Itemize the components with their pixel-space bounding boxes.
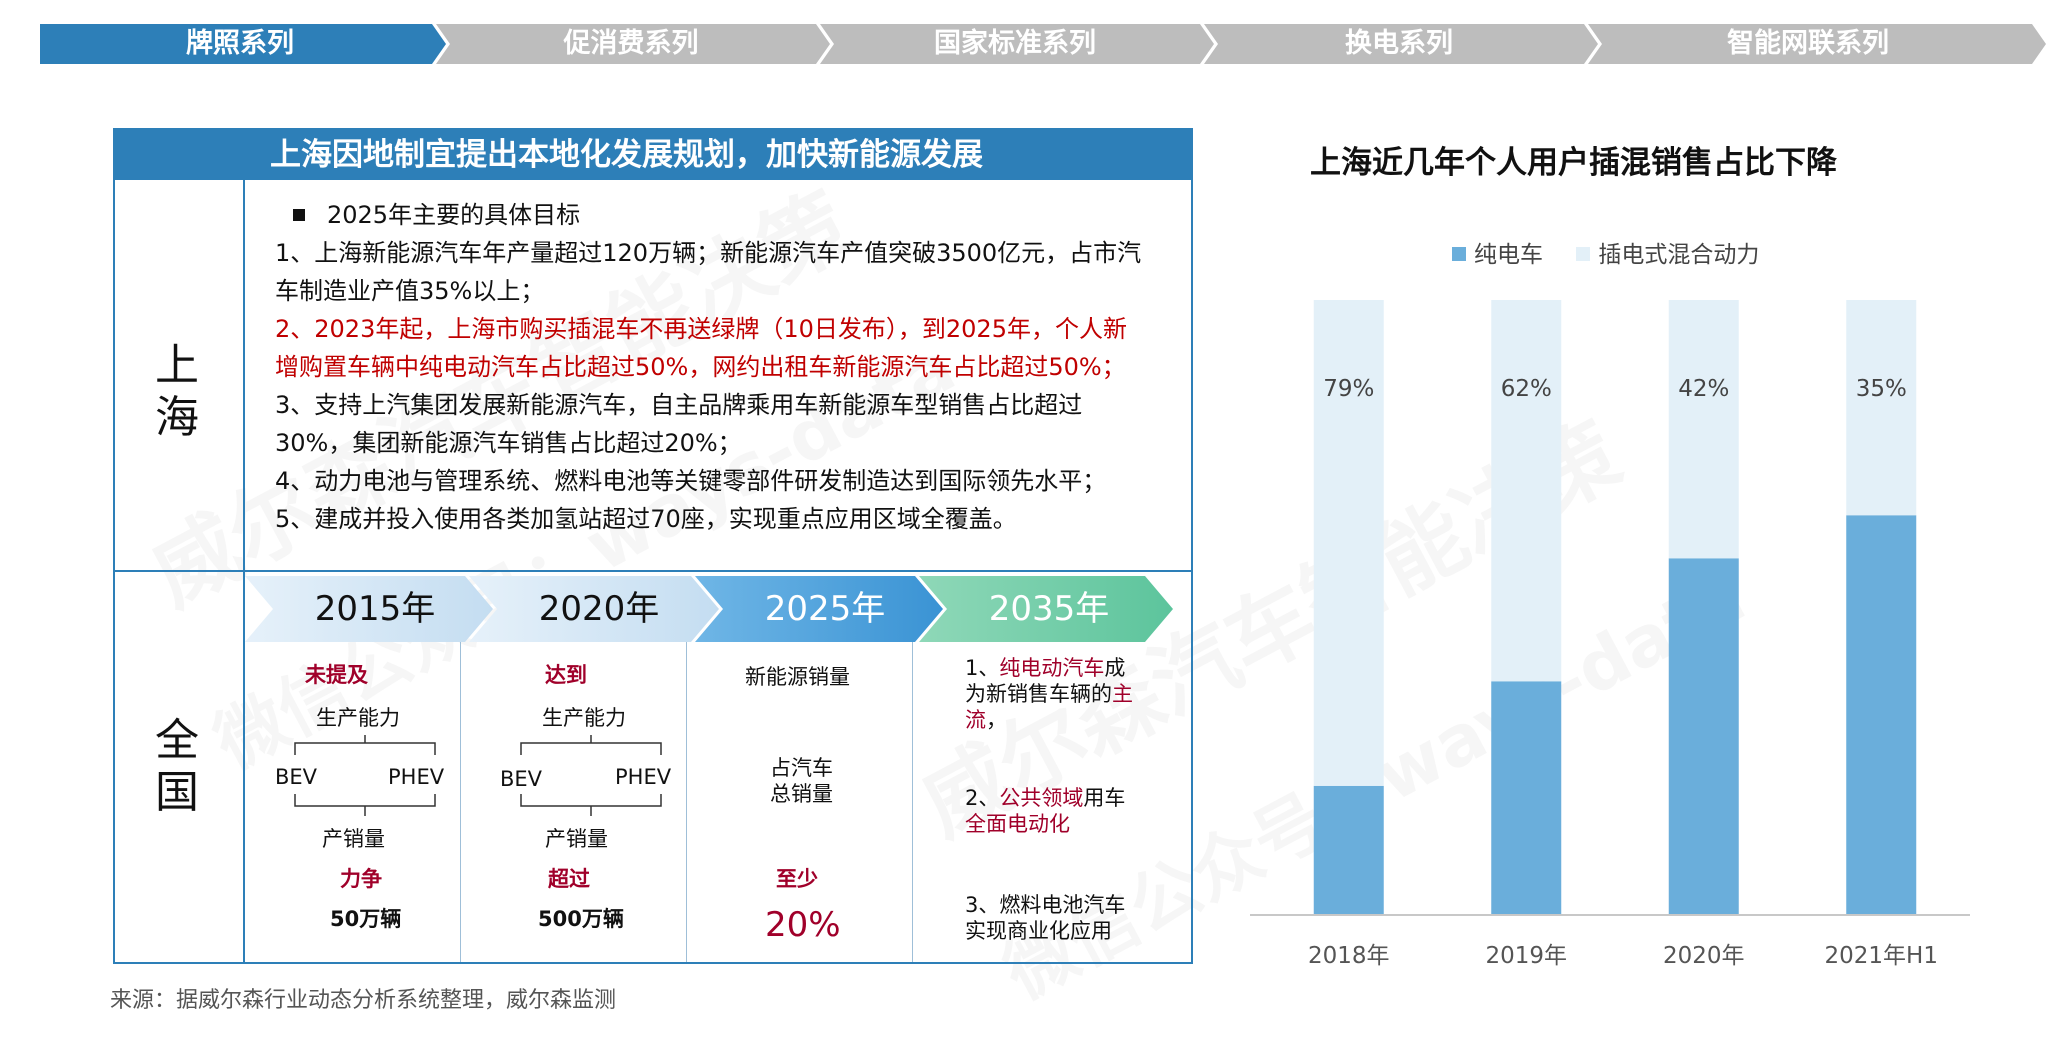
- bar-bev: [1491, 681, 1562, 915]
- status-2020: 达到: [545, 663, 587, 687]
- panel-title: 上海因地制宜提出本地化发展规划，加快新能源发展: [115, 130, 1191, 180]
- target-item: 4、动力电池与管理系统、燃料电池等关键零部件研发制造达到国际领先水平；: [275, 467, 1107, 495]
- x-tick-label: 2019年: [1485, 943, 1567, 969]
- stacked-bar-chart: 79% 2018年 62% 2019年 42% 2020年 35% 2021年H1: [1250, 300, 1970, 969]
- data-label: 62%: [1501, 376, 1552, 402]
- share-2025-line2: 总销量: [770, 782, 833, 806]
- capacity-2020: 生产能力: [542, 706, 626, 730]
- square-bullet-icon: [293, 208, 305, 221]
- data-label: 35%: [1856, 376, 1907, 402]
- status-2015: 未提及: [305, 663, 368, 687]
- tab-shape-2: [436, 24, 830, 64]
- bar-phev: [1491, 300, 1562, 682]
- bar-bev: [1668, 558, 1739, 915]
- bar-bev: [1313, 785, 1384, 915]
- data-label: 79%: [1323, 376, 1374, 402]
- timeline-header: 2015年 2020年 2025年 2035年: [245, 576, 1191, 642]
- target-item-highlight: 增购置车辆中纯电动汽车占比超过50%，网约出租车新能源汽车占比超过50%；: [275, 353, 1126, 381]
- policy-panel: 上海因地制宜提出本地化发展规划，加快新能源发展 上海 全国 2025年主要的具体…: [113, 128, 1193, 964]
- arrow-2015: [245, 576, 493, 642]
- shanghai-label: 上海: [155, 340, 199, 443]
- target-item: 30%，集团新能源汽车销售占比超过20%；: [275, 429, 742, 457]
- legend-item-bev: 纯电车: [1452, 242, 1543, 268]
- national-label: 全国: [155, 715, 199, 818]
- legend-swatch: [1576, 247, 1591, 261]
- capacity-2015: 生产能力: [316, 706, 400, 730]
- source-note: 来源：据威尔森行业动态分析系统整理，威尔森监测: [110, 988, 617, 1013]
- arrow-2035: [919, 576, 1173, 642]
- phev-2020: PHEV: [615, 765, 672, 789]
- phev-2015: PHEV: [388, 765, 445, 789]
- bar-bev: [1846, 515, 1917, 915]
- x-tick-label: 2021年H1: [1825, 943, 1938, 969]
- bracket-icon: [294, 735, 436, 755]
- arrow-2025: [695, 576, 943, 642]
- target-item: 3、支持上汽集团发展新能源汽车，自主品牌乘用车新能源车型销售占比超过: [275, 391, 1083, 419]
- series-nav: 牌照系列 促消费系列 国家标准系列 换电系列 智能网联系列: [40, 24, 2050, 64]
- target-item: 5、建成并投入使用各类加氢站超过70座，实现重点应用区域全覆盖。: [275, 505, 1017, 533]
- legend-item-phev: 插电式混合动力: [1576, 242, 1759, 268]
- divider: [460, 636, 461, 962]
- divider: [686, 636, 687, 962]
- chart-legend: 纯电车 插电式混合动力: [1452, 235, 1785, 269]
- bar-phev: [1846, 300, 1917, 516]
- arrow-2020: [469, 576, 719, 642]
- tab-shape-3: [820, 24, 1214, 64]
- series-nav-arrows: [40, 24, 2046, 64]
- divider: [912, 636, 913, 962]
- tab-connected-series[interactable]: 智能网联系列: [1727, 28, 1889, 59]
- value-2020: 500万辆: [538, 907, 624, 931]
- share-2025-line1: 占汽车: [770, 756, 833, 780]
- bar-phev: [1668, 300, 1739, 559]
- goal-2025: 至少: [776, 867, 818, 891]
- year-2035: 2035年: [988, 589, 1110, 629]
- value-2025: 20%: [765, 905, 841, 945]
- year-2015: 2015年: [314, 589, 436, 629]
- divider: [115, 570, 1191, 572]
- shanghai-targets: 2025年主要的具体目标 1、上海新能源汽车年产量超过120万辆；新能源汽车产值…: [275, 196, 1185, 538]
- goal-2035-1: 1、纯电动汽车成 为新销售车辆的主 流，: [965, 656, 1133, 732]
- target-item: 车制造业产值35%以上；: [275, 277, 545, 305]
- x-tick-label: 2018年: [1308, 943, 1390, 969]
- metric-2025: 新能源销量: [745, 665, 850, 689]
- tab-national-standard-series[interactable]: 国家标准系列: [934, 28, 1096, 59]
- x-tick-label: 2020年: [1663, 943, 1745, 969]
- tab-license-series[interactable]: 牌照系列: [186, 28, 294, 59]
- bar-phev: [1313, 300, 1384, 786]
- timeline-arrows: [245, 576, 1173, 642]
- output-2020: 产销量: [545, 827, 608, 851]
- bracket-icon: [294, 794, 436, 816]
- tab-battery-swap-series[interactable]: 换电系列: [1345, 28, 1453, 59]
- bev-2020: BEV: [500, 767, 543, 791]
- goal-2035-2: 2、公共领域用车 全面电动化: [965, 786, 1126, 836]
- data-label: 42%: [1678, 376, 1729, 402]
- goal-2020: 超过: [548, 867, 590, 891]
- legend-swatch: [1452, 247, 1466, 261]
- tab-shape-4: [1204, 24, 1598, 64]
- targets-heading: 2025年主要的具体目标: [275, 196, 1185, 234]
- bev-2015: BEV: [275, 765, 318, 789]
- value-2015: 50万辆: [330, 907, 402, 931]
- bracket-icon: [520, 735, 662, 755]
- tab-shape-5: [1588, 24, 2046, 64]
- output-2015: 产销量: [322, 827, 385, 851]
- goal-2035-3: 3、燃料电池汽车 实现商业化应用: [965, 893, 1126, 943]
- year-2025: 2025年: [764, 589, 886, 629]
- chart-title: 上海近几年个人用户插混销售占比下降: [1310, 145, 1837, 181]
- target-item-highlight: 2、2023年起，上海市购买插混车不再送绿牌（10日发布），到2025年，个人新: [275, 315, 1127, 343]
- target-item: 1、上海新能源汽车年产量超过120万辆；新能源汽车产值突破3500亿元，占市汽: [275, 239, 1142, 267]
- year-2020: 2020年: [538, 589, 660, 629]
- goal-2015: 力争: [340, 867, 382, 891]
- bracket-icon: [520, 794, 662, 816]
- tab-shape-1: [40, 24, 446, 64]
- tab-consumption-series[interactable]: 促消费系列: [563, 28, 699, 59]
